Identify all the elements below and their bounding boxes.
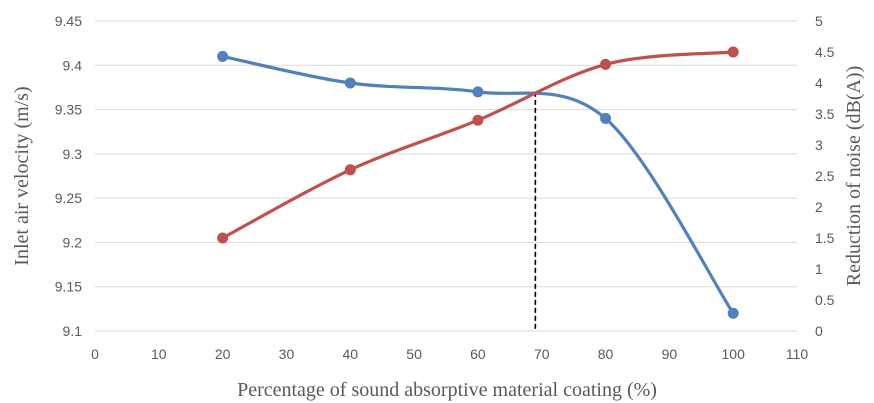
noise-reduction-series-line: [221, 50, 735, 240]
inlet-velocity-data-point: [217, 50, 229, 62]
inlet-velocity-data-point: [600, 112, 612, 124]
right-y-tick-label: 1: [815, 261, 823, 277]
right-y-tick-label: 5: [815, 13, 823, 29]
noise-reduction-data-point: [600, 58, 612, 70]
x-tick-label: 30: [279, 346, 295, 362]
left-y-tick-label: 9.4: [63, 57, 83, 73]
noise-reduction-data-point: [472, 114, 484, 126]
x-tick-label: 10: [151, 346, 167, 362]
left-y-tick-label: 9.3: [63, 146, 83, 162]
x-tick-label: 60: [470, 346, 486, 362]
left-y-axis-title: Inlet air velocity (m/s): [11, 86, 33, 265]
x-tick-labels: 0 10 20 30 40 50 60 70 80 90 100 110: [91, 346, 808, 362]
x-tick-label: 0: [91, 346, 99, 362]
inlet-velocity-series-line: [221, 54, 735, 315]
right-y-tick-label: 3.5: [815, 106, 835, 122]
left-y-tick-label: 9.15: [55, 279, 82, 295]
left-y-tick-label: 9.2: [63, 234, 83, 250]
x-tick-label: 20: [215, 346, 231, 362]
x-tick-label: 40: [342, 346, 358, 362]
noise-reduction-data-point: [727, 46, 739, 58]
right-y-tick-labels: 0 0.5 1 1.5 2 2.5 3 3.5 4 4.5 5: [815, 13, 835, 339]
left-y-tick-label: 9.35: [55, 102, 82, 118]
right-y-tick-label: 0.5: [815, 292, 835, 308]
right-y-tick-label: 0: [815, 323, 823, 339]
right-y-tick-label: 4.5: [815, 44, 835, 60]
left-y-tick-label: 9.45: [55, 13, 82, 29]
x-tick-label: 80: [598, 346, 614, 362]
right-y-tick-label: 1.5: [815, 230, 835, 246]
left-y-tick-label: 9.1: [63, 323, 83, 339]
x-tick-label: 110: [786, 346, 809, 362]
x-tick-label: 70: [534, 346, 550, 362]
right-y-tick-label: 2.5: [815, 168, 835, 184]
noise-reduction-data-point: [344, 164, 356, 176]
noise-reduction-data-point: [217, 232, 229, 244]
x-tick-label: 100: [722, 346, 746, 362]
series-layer: [217, 46, 739, 319]
left-y-tick-labels: 9.1 9.15 9.2 9.25 9.3 9.35 9.4 9.45: [55, 13, 82, 339]
inlet-velocity-data-point: [727, 307, 739, 319]
inlet-velocity-data-point: [344, 77, 356, 89]
right-y-tick-label: 2: [815, 199, 823, 215]
right-y-axis-title: Reduction of noise (dB(A)): [843, 66, 865, 287]
left-y-tick-label: 9.25: [55, 190, 82, 206]
inlet-velocity-data-point: [472, 86, 484, 98]
gridlines: [95, 20, 797, 288]
right-y-tick-label: 4: [815, 75, 823, 91]
right-y-tick-label: 3: [815, 137, 823, 153]
x-tick-label: 90: [662, 346, 678, 362]
x-axis-title: Percentage of sound absorptive material …: [237, 379, 657, 401]
x-tick-label: 50: [406, 346, 422, 362]
